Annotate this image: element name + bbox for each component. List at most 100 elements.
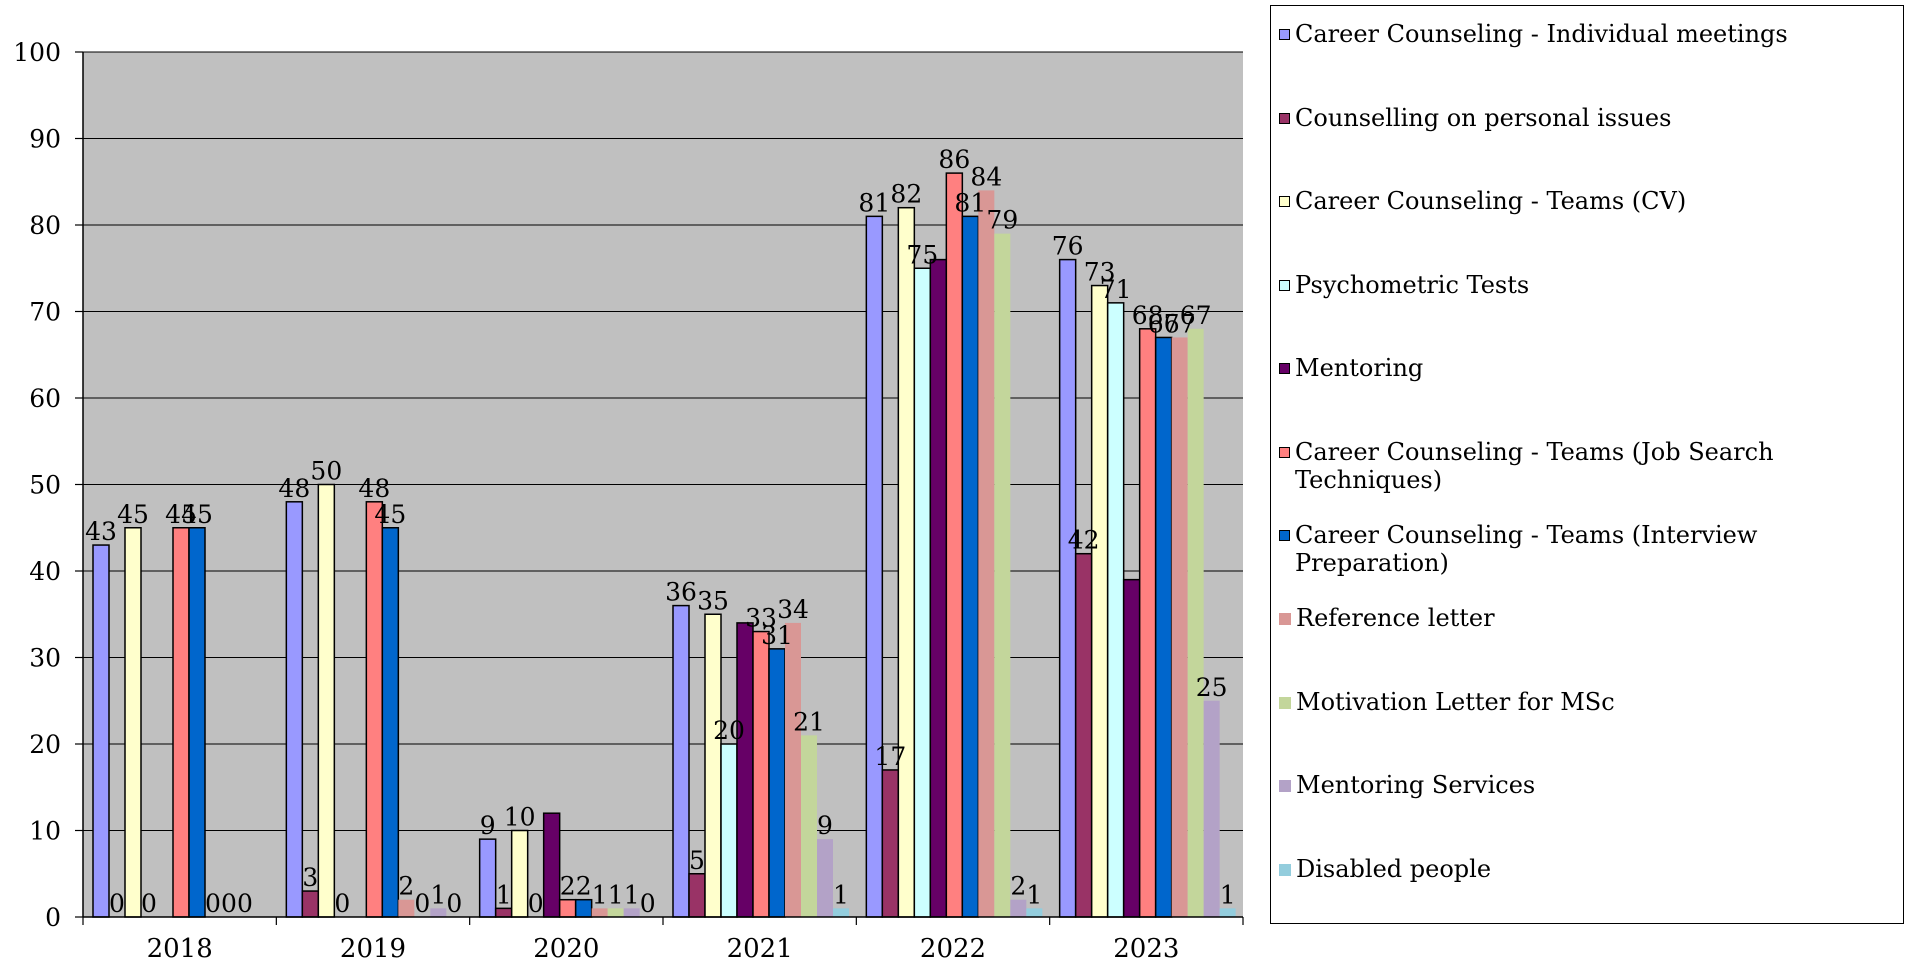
data-label: 0 bbox=[141, 889, 157, 918]
data-label: 1 bbox=[1026, 880, 1042, 909]
legend-item: Career Counseling - Teams (CV) bbox=[1279, 187, 1899, 215]
data-label: 0 bbox=[109, 889, 125, 918]
bar bbox=[978, 190, 995, 917]
legend-label: Career Counseling - Teams (Job Search Te… bbox=[1295, 438, 1774, 494]
y-tick-label: 60 bbox=[29, 384, 61, 413]
data-label: 67 bbox=[1164, 309, 1196, 338]
bar bbox=[1058, 258, 1077, 918]
bar bbox=[897, 206, 916, 918]
bar bbox=[881, 769, 900, 918]
bar bbox=[865, 215, 884, 918]
data-label: 48 bbox=[358, 474, 390, 503]
y-tick-label: 40 bbox=[29, 557, 61, 586]
legend-swatch bbox=[1279, 530, 1290, 541]
bar bbox=[188, 527, 206, 918]
legend-label: Motivation Letter for MSc bbox=[1296, 688, 1615, 716]
y-tick-label: 30 bbox=[29, 644, 61, 673]
bar bbox=[833, 908, 849, 917]
legend-swatch bbox=[1279, 280, 1290, 291]
x-category-label: 2023 bbox=[1113, 934, 1179, 961]
gridlines bbox=[83, 51, 1243, 831]
data-label: 31 bbox=[761, 621, 793, 650]
y-tick-label: 20 bbox=[29, 730, 61, 759]
legend-swatch bbox=[1279, 613, 1291, 625]
bar bbox=[623, 908, 640, 917]
x-category-label: 2022 bbox=[920, 934, 986, 961]
legend-item: Career Counseling - Teams (Job Search Te… bbox=[1279, 438, 1899, 494]
bar bbox=[720, 743, 738, 918]
x-axis: 2018 2019 2020 2021 2022 2023 bbox=[82, 916, 1244, 961]
data-label: 50 bbox=[310, 457, 342, 486]
legend-item: Reference letter bbox=[1279, 604, 1899, 632]
legend-label: Career Counseling - Teams (Interview Pre… bbox=[1295, 521, 1758, 577]
data-label: 17 bbox=[874, 742, 906, 771]
x-category-label: 2021 bbox=[727, 934, 793, 961]
data-label: 1 bbox=[833, 880, 849, 909]
legend-swatch bbox=[1279, 363, 1290, 374]
legend-item: Psychometric Tests bbox=[1279, 271, 1899, 299]
data-label: 45 bbox=[117, 500, 149, 529]
data-label: 2 bbox=[560, 872, 576, 901]
data-label: 45 bbox=[374, 500, 406, 529]
bar bbox=[542, 812, 561, 918]
y-tick-label: 10 bbox=[29, 817, 61, 846]
y-tick-label: 70 bbox=[29, 298, 61, 327]
bar bbox=[92, 544, 110, 918]
data-label: 0 bbox=[221, 889, 237, 918]
bar bbox=[365, 501, 384, 918]
data-label: 9 bbox=[817, 811, 833, 840]
bar bbox=[913, 267, 932, 918]
bar bbox=[929, 258, 948, 918]
data-label: 2 bbox=[398, 872, 414, 901]
x-category-label: 2019 bbox=[340, 934, 406, 961]
legend-item: Motivation Letter for MSc bbox=[1279, 688, 1899, 716]
data-label: 68 bbox=[1132, 301, 1164, 330]
y-axis: 0 10 20 30 40 50 60 70 80 90 100 bbox=[13, 38, 84, 932]
legend-swatch bbox=[1279, 864, 1291, 876]
legend-item: Career Counseling - Individual meetings bbox=[1279, 20, 1899, 48]
bar bbox=[398, 899, 415, 917]
data-label: 1 bbox=[624, 880, 640, 909]
bar bbox=[1154, 336, 1173, 918]
bar bbox=[607, 908, 624, 917]
legend-swatch bbox=[1279, 29, 1290, 40]
y-tick-label: 80 bbox=[29, 211, 61, 240]
data-label: 71 bbox=[1100, 275, 1132, 304]
data-label: 25 bbox=[1196, 673, 1228, 702]
bar bbox=[591, 908, 608, 917]
legend-swatch bbox=[1279, 697, 1291, 709]
data-label: 45 bbox=[181, 500, 213, 529]
legend-item: Mentoring bbox=[1279, 354, 1899, 382]
data-label: 0 bbox=[446, 889, 462, 918]
x-category-label: 2020 bbox=[533, 934, 599, 961]
legend-item: Mentoring Services bbox=[1279, 771, 1899, 799]
data-label: 0 bbox=[414, 889, 430, 918]
y-tick-label: 50 bbox=[29, 471, 61, 500]
data-label: 0 bbox=[205, 889, 221, 918]
bar bbox=[317, 483, 336, 918]
data-label: 73 bbox=[1084, 258, 1116, 287]
bar bbox=[510, 829, 529, 918]
bar bbox=[752, 630, 770, 918]
data-label: 81 bbox=[954, 188, 986, 217]
bar bbox=[785, 622, 801, 917]
legend-label: Mentoring bbox=[1295, 354, 1424, 382]
data-label: 2 bbox=[576, 872, 592, 901]
bars bbox=[92, 172, 1236, 918]
bar bbox=[704, 613, 722, 918]
data-label: 76 bbox=[1052, 232, 1084, 261]
legend-swatch bbox=[1279, 780, 1291, 792]
bar bbox=[801, 735, 817, 917]
data-label: 34 bbox=[777, 595, 809, 624]
data-label: 1 bbox=[496, 880, 512, 909]
legend-label: Psychometric Tests bbox=[1295, 271, 1530, 299]
data-label: 1 bbox=[430, 880, 446, 909]
legend-item: Disabled people bbox=[1279, 855, 1899, 883]
data-label: 5 bbox=[689, 846, 705, 875]
bar bbox=[1219, 908, 1236, 917]
data-label: 86 bbox=[938, 145, 970, 174]
bar bbox=[1074, 552, 1093, 918]
legend: Career Counseling - Individual meetings C… bbox=[1270, 5, 1904, 924]
y-tick-label: 100 bbox=[13, 38, 61, 67]
